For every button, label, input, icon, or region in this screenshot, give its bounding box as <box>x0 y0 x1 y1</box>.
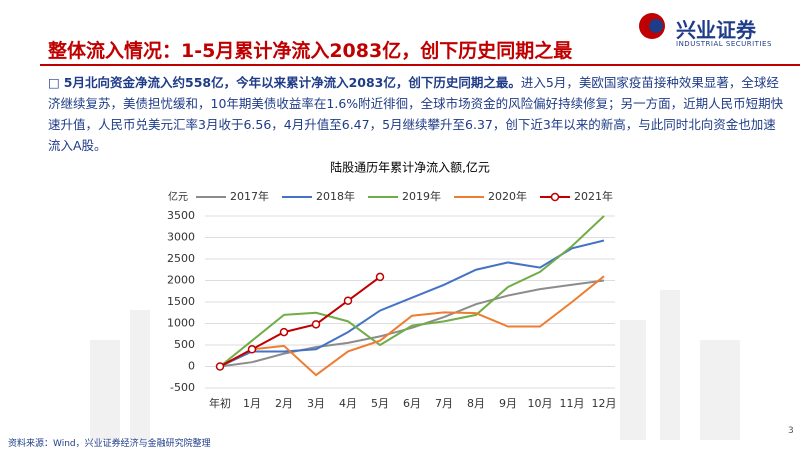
legend-label: 2017年 <box>230 189 269 203</box>
x-tick-label: 7月 <box>435 397 453 410</box>
legend-label: 2018年 <box>316 189 355 203</box>
x-tick-label: 10月 <box>528 397 553 410</box>
y-tick-label: 2500 <box>167 252 195 265</box>
x-tick-label: 8月 <box>467 397 485 410</box>
slide-title: 整体流入情况：1-5月累计净流入2083亿，创下历史同期之最 <box>48 40 573 62</box>
marker <box>215 362 225 371</box>
marker <box>343 296 353 305</box>
series-line <box>219 279 605 368</box>
y-tick-label: 0 <box>188 360 195 373</box>
y-tick-label: 3500 <box>167 209 195 222</box>
paragraph: □ 5月北向资金净流入约558亿，今年以来累计净流入2083亿，创下历史同期之最… <box>48 75 784 153</box>
page-number: 3 <box>788 426 794 436</box>
y-unit: 亿元 <box>168 190 188 203</box>
legend-label: 2021年 <box>574 189 613 203</box>
x-tick-label: 5月 <box>371 397 389 410</box>
bold-text: 5月北向资金净流入约558亿，今年以来累计净流入2083亿，创下历史同期之最。 <box>63 75 521 90</box>
y-tick-label: 1000 <box>167 317 195 330</box>
y-tick-label: 1500 <box>167 295 195 308</box>
x-tick-label: 1月 <box>243 397 261 410</box>
logo-icon <box>649 19 663 33</box>
marker <box>279 327 289 337</box>
x-tick-label: 年初 <box>209 396 231 410</box>
source: 资料来源：Wind，兴业证券经济与金融研究院整理 <box>8 439 211 449</box>
chart-title: 陆股通历年累计净流入额,亿元 <box>330 160 490 175</box>
legend-marker <box>550 192 560 202</box>
x-tick-label: 9月 <box>499 397 517 410</box>
x-tick-label: 2月 <box>275 397 293 410</box>
logo-en: INDUSTRIAL SECURITIES <box>676 40 772 48</box>
series-line <box>219 239 605 368</box>
text: 进入5月，美欧国家疫苗接种效果显著，全球经济继续复苏，美债担忧缓和，10年期美债… <box>48 75 784 153</box>
x-tick-label: 3月 <box>307 397 325 410</box>
series-line <box>219 275 605 377</box>
x-tick-label: 4月 <box>339 397 357 410</box>
title-rule <box>40 64 800 66</box>
legend-label: 2019年 <box>402 189 441 203</box>
marker <box>375 272 385 282</box>
series-line <box>219 276 381 368</box>
logo: 兴业证券 <box>676 18 756 42</box>
x-tick-label: 11月 <box>560 397 585 410</box>
legend-label: 2020年 <box>488 189 527 203</box>
y-tick-label: -500 <box>170 381 195 394</box>
x-tick-label: 12月 <box>592 397 617 410</box>
y-tick-label: 3000 <box>167 231 195 244</box>
x-tick-label: 6月 <box>403 397 421 410</box>
marker <box>247 345 257 354</box>
y-tick-label: 2000 <box>167 274 195 287</box>
y-tick-label: 500 <box>174 338 195 351</box>
series-line <box>219 215 605 368</box>
marker <box>311 320 321 329</box>
skyline <box>90 290 740 440</box>
